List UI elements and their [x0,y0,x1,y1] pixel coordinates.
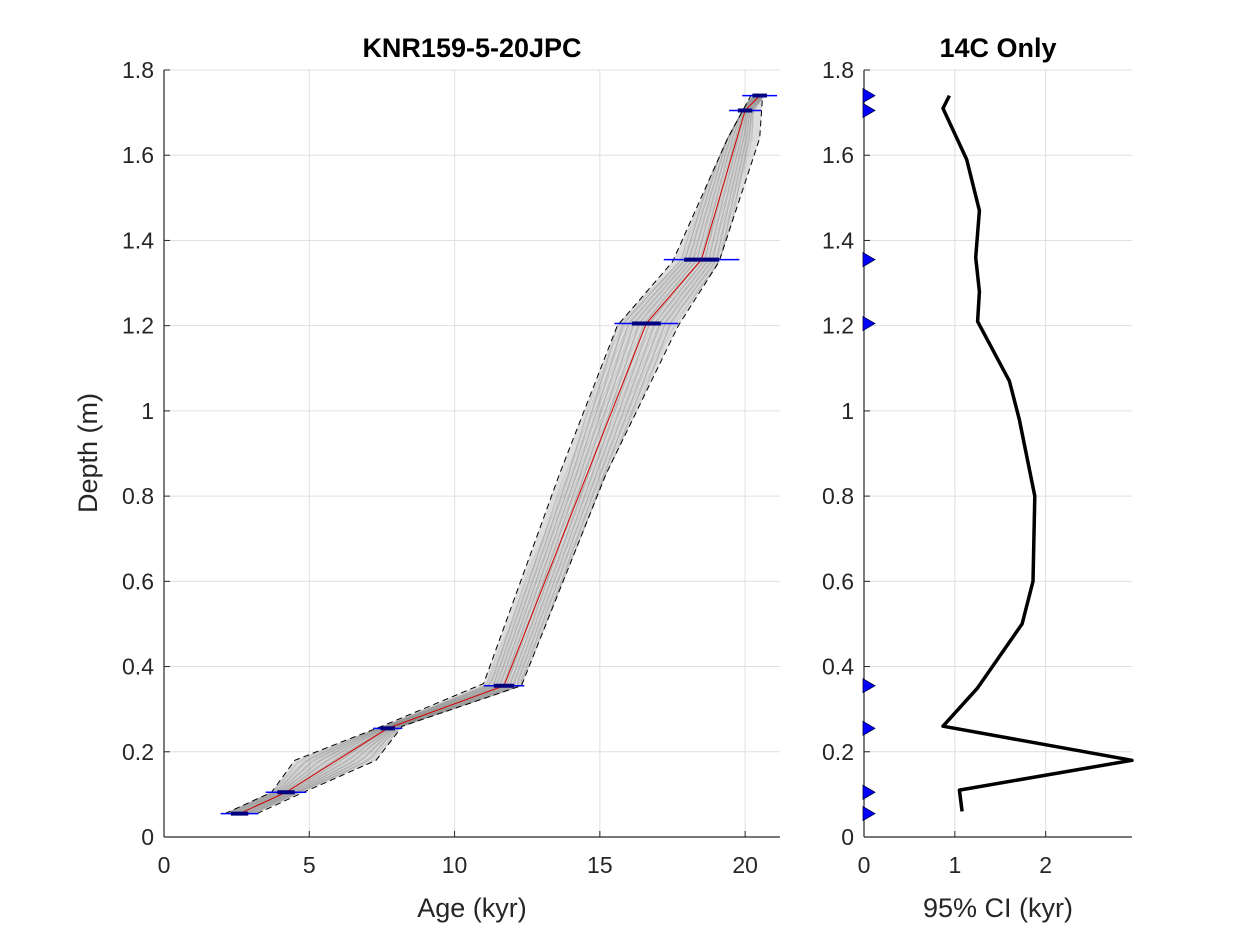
ensemble-realization [231,97,755,815]
date-depth-marker [862,784,876,800]
age-axis-label: Age (kyr) [417,893,527,923]
age-depth-tick-labels: 0 0.2 0.4 0.6 0.8 1 1.2 1.4 1.6 1.8 0 5 10 15 20 [122,57,758,878]
age-depth-xtick-label: 15 [587,852,613,878]
age-depth-ytick-label: 0 [141,824,154,850]
date-depth-marker [862,251,876,268]
ci-ytick-label: 1.6 [822,142,854,168]
ensemble-realization [250,97,763,815]
age-depth-ytick-label: 1.6 [122,142,154,168]
ensemble-realization [234,97,757,815]
ensemble-realization [242,97,760,815]
ensemble-realization [240,97,760,815]
ensemble-realization [236,97,758,815]
ci-xtick-label: 0 [858,852,871,878]
age-depth-xtick-label: 0 [158,852,171,878]
ensemble-realization [228,97,754,815]
age-depth-ytick-label: 0.6 [122,568,154,594]
ensemble-realization [226,97,753,815]
ci-ytick-label: 0.6 [822,568,854,594]
upper-bound-line [256,95,764,815]
ci-xtick-label: 1 [948,852,961,878]
ensemble-realization [229,97,755,815]
ensemble-realization [248,97,762,815]
ci-ytick-label: 1 [841,398,854,424]
ci-tick-labels: 0 0.2 0.4 0.6 0.8 1 1.2 1.4 1.6 1.8 0 1 2 [822,57,1052,878]
date-depth-marker [862,678,876,694]
ci-ytick-label: 1.2 [822,313,854,339]
ensemble-realization [242,97,760,815]
ci-ytick-label: 0.2 [822,739,854,765]
ensemble-realization [247,97,762,815]
age-depth-title: KNR159-5-20JPC [362,33,581,63]
date-depth-marker [862,87,876,104]
ensemble-realization [236,97,758,815]
ci-axes [863,69,1132,838]
ensemble-realization [245,97,761,815]
age-depth-xtick-label: 20 [732,852,758,878]
age-depth-ytick-label: 0.4 [122,654,154,680]
ci-panel: 0 0.2 0.4 0.6 0.8 1 1.2 1.4 1.6 1.8 0 1 2 14C Only 9… [822,33,1134,923]
date-depth-marker [862,805,876,822]
ensemble-realization [229,97,754,815]
lower-bound-line [224,95,752,815]
ci-ytick-label: 0 [841,824,854,850]
age-depth-axes [163,69,780,838]
radiocarbon-date-markers [220,93,778,816]
ensemble-realization [250,97,763,815]
ensemble-realization [231,97,756,815]
ensemble-realization [242,97,760,815]
age-depth-panel: 0 0.2 0.4 0.6 0.8 1 1.2 1.4 1.6 1.8 0 5 10 15 20 KNR15… [73,33,780,923]
ci-axis-label: 95% CI (kyr) [923,893,1073,923]
date-depth-markers [862,87,876,822]
ensemble-realization [224,97,753,815]
ci-ytick-label: 0.8 [822,483,854,509]
ci-ytick-label: 1.4 [822,227,854,253]
ensemble-realization [232,97,756,815]
age-depth-ytick-label: 0.8 [122,483,154,509]
age-depth-ytick-label: 1 [141,398,154,424]
ci-ytick-label: 0.4 [822,654,854,680]
ensemble-realization [226,97,754,815]
ensemble-realization [245,97,761,815]
median-age-line [239,95,761,815]
depth-axis-label: Depth (m) [73,393,103,513]
ensemble-band [225,95,763,814]
age-depth-ytick-label: 0.2 [122,739,154,765]
date-depth-marker [862,720,876,737]
ensemble-realization [226,97,753,815]
ensemble-realization [248,97,763,815]
ci-width-line [941,94,1134,812]
age-depth-ytick-label: 1.8 [122,57,154,83]
ci-title: 14C Only [939,33,1056,63]
ensemble-realization [234,97,756,815]
age-depth-ytick-label: 1.4 [122,227,154,253]
age-depth-ytick-label: 1.2 [122,313,154,339]
age-depth-xtick-label: 5 [303,852,316,878]
ensemble-realization [234,97,756,815]
ci-xtick-label: 2 [1039,852,1052,878]
ci-lines [941,94,1134,812]
date-depth-marker [862,102,876,119]
ensemble-realization [247,97,762,815]
ensemble-realization [231,97,755,815]
ci-ytick-label: 1.8 [822,57,854,83]
ensemble-realization [245,97,761,815]
date-depth-marker [862,315,876,332]
ensemble-realization [244,97,761,815]
age-depth-xtick-label: 10 [442,852,468,878]
ensemble-realization [228,97,754,815]
ensemble-realization [237,97,757,815]
age-depth-lines [224,95,764,815]
